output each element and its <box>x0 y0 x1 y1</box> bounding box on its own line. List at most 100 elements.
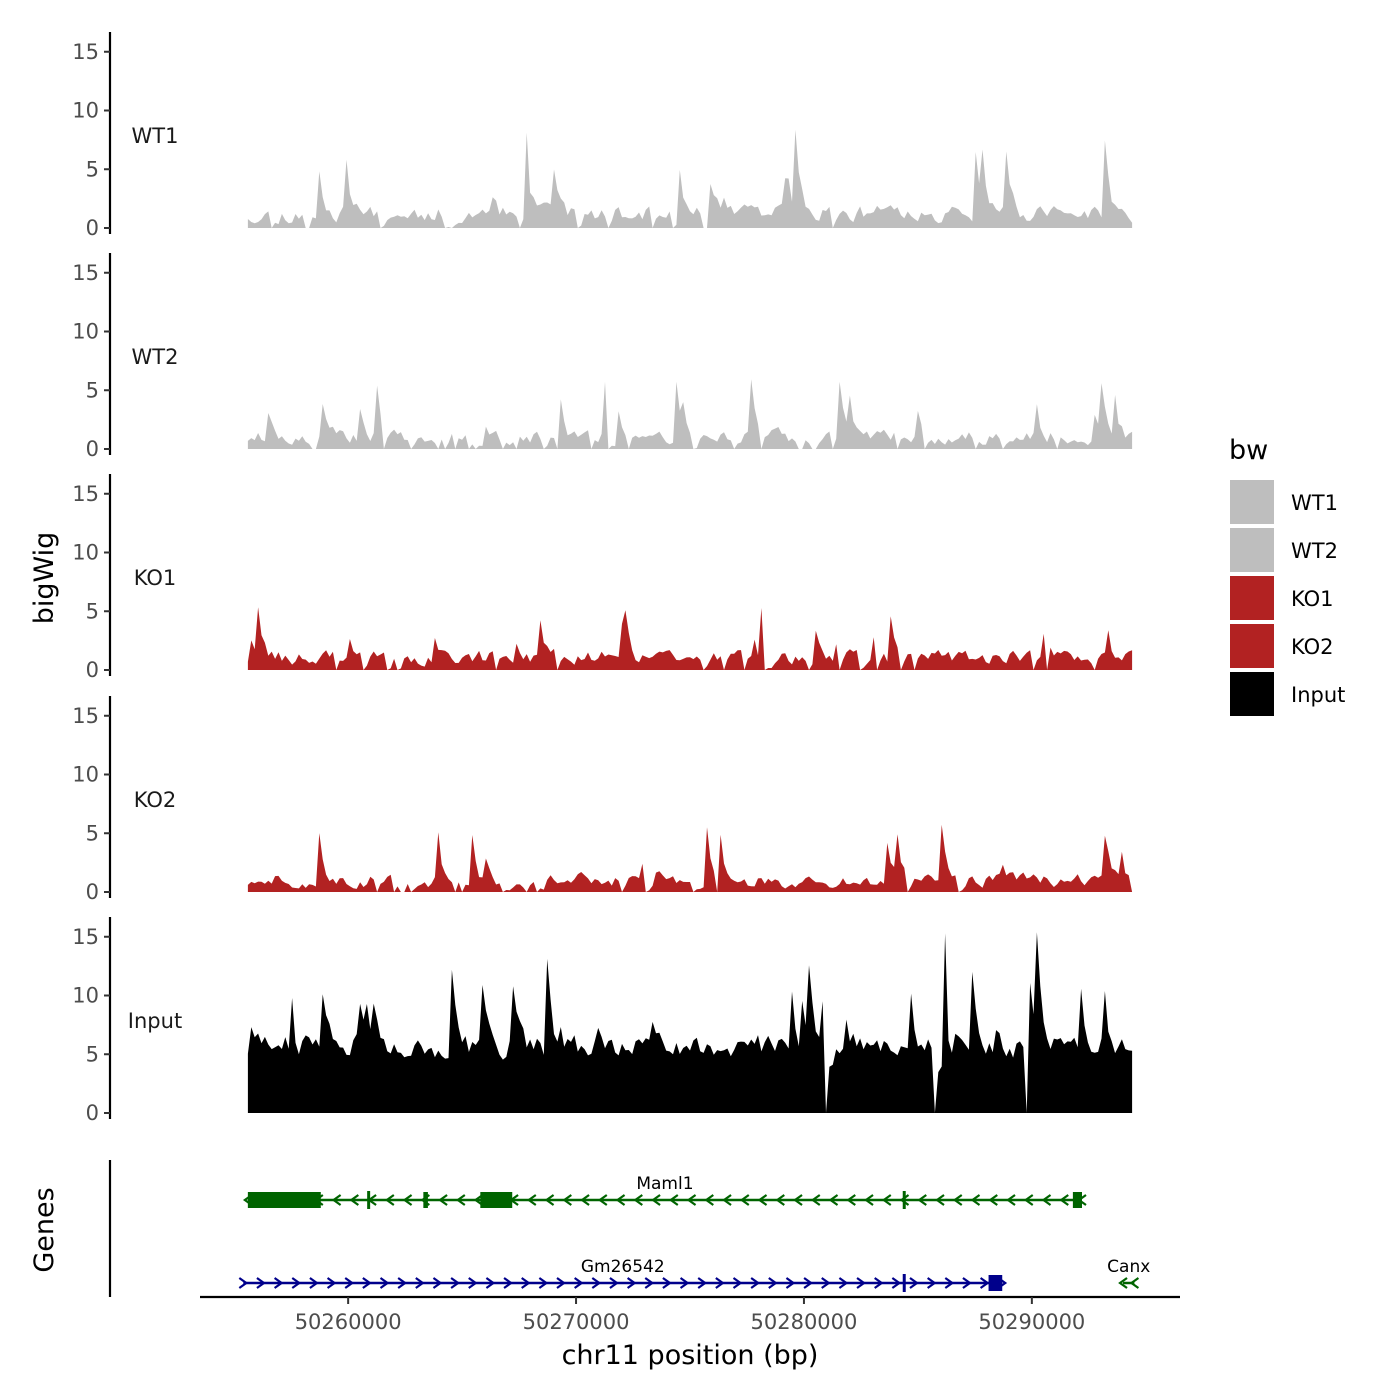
strand-arrow <box>846 1194 856 1206</box>
gene-maml1: Maml1 <box>242 1174 1087 1209</box>
y-tick-label: 0 <box>86 1101 99 1125</box>
strand-arrow <box>821 1277 831 1289</box>
exon <box>480 1192 513 1208</box>
strand-arrow <box>1129 1277 1140 1289</box>
strand-arrow <box>432 1277 443 1289</box>
y-tick-label: 10 <box>72 984 99 1008</box>
strand-arrow <box>485 1277 496 1289</box>
strand-arrow <box>331 1194 342 1206</box>
strand-arrow <box>633 1194 643 1206</box>
y-tick-label: 15 <box>72 482 99 506</box>
y-tick-label: 15 <box>72 704 99 728</box>
strand-arrow <box>626 1277 637 1289</box>
legend-label-wt1: WT1 <box>1291 491 1338 515</box>
strand-arrow <box>256 1277 266 1289</box>
exon <box>423 1192 428 1208</box>
strand-arrow <box>874 1277 884 1289</box>
legend-label-ko1: KO1 <box>1291 587 1334 611</box>
strand-arrow <box>538 1277 549 1289</box>
y-tick-label: 5 <box>86 821 99 845</box>
track-wt1: 0 5 10 15 WT1 <box>72 32 1133 240</box>
y-tick-label: 5 <box>86 599 99 623</box>
y-tick-label: 5 <box>86 1042 99 1066</box>
strand-arrow <box>574 1277 584 1289</box>
legend-key-ko1 <box>1230 576 1274 620</box>
signal-area-wt1 <box>247 129 1133 228</box>
strand-arrow <box>379 1277 390 1289</box>
legend-key-wt1 <box>1230 480 1274 524</box>
genes-axis-title: Genes <box>29 1187 60 1272</box>
strand-arrow <box>1041 1194 1052 1206</box>
gene-label-gm26542: Gm26542 <box>581 1257 665 1277</box>
strand-arrow <box>615 1194 626 1206</box>
strand-arrow <box>384 1194 395 1206</box>
x-tick-label: 50260000 <box>295 1310 402 1334</box>
y-tick-label: 0 <box>86 880 99 904</box>
strand-arrow <box>970 1194 981 1206</box>
legend-label-wt2: WT2 <box>1291 539 1338 563</box>
strand-arrow <box>679 1277 690 1289</box>
strand-arrow <box>881 1194 892 1206</box>
y-tick-label: 0 <box>86 437 99 461</box>
strand-arrow <box>785 1277 796 1289</box>
strand-arrow <box>810 1194 821 1206</box>
strand-arrow <box>544 1194 555 1206</box>
y-tick-label: 15 <box>72 925 99 949</box>
strand-arrow <box>651 1194 661 1206</box>
strand-arrow <box>864 1194 874 1206</box>
track-ko2: 0 5 10 15 KO2 <box>72 696 1133 904</box>
track-label-ko2: KO2 <box>134 788 177 812</box>
strand-arrow <box>455 1194 466 1206</box>
strand-arrow <box>644 1277 655 1289</box>
y-tick-label: 10 <box>72 320 99 344</box>
legend-title: bw <box>1229 435 1268 466</box>
y-tick-label: 0 <box>86 216 99 240</box>
strand-arrow <box>739 1194 750 1206</box>
strand-arrow <box>362 1277 372 1289</box>
strand-arrow <box>838 1277 849 1289</box>
y-tick-label: 0 <box>86 658 99 682</box>
strand-arrow <box>309 1277 319 1289</box>
track-input: 0 5 10 15 Input <box>72 917 1133 1125</box>
strand-arrow <box>891 1277 902 1289</box>
x-tick-label: 50290000 <box>978 1310 1085 1334</box>
strand-arrow <box>757 1194 768 1206</box>
y-tick-label: 15 <box>72 40 99 64</box>
signal-area-ko2 <box>247 824 1133 892</box>
strand-arrow <box>697 1277 708 1289</box>
strand-arrow <box>273 1277 284 1289</box>
strand-arrow <box>609 1277 619 1289</box>
signal-area-ko1 <box>247 607 1133 670</box>
strand-arrow <box>450 1277 460 1289</box>
strand-arrow <box>909 1277 919 1289</box>
track-label-ko1: KO1 <box>134 566 177 590</box>
x-axis: 50260000 50270000 50280000 50290000 <box>200 1295 1180 1334</box>
strand-arrow <box>580 1194 590 1206</box>
strand-arrow <box>468 1277 478 1289</box>
legend-label-input: Input <box>1291 683 1345 707</box>
y-tick-label: 10 <box>72 541 99 565</box>
strand-arrow <box>415 1277 425 1289</box>
x-axis-title: chr11 position (bp) <box>562 1340 819 1371</box>
strand-arrow <box>526 1194 537 1206</box>
strand-arrow <box>349 1194 359 1206</box>
strand-arrow <box>562 1194 572 1206</box>
gene-label-maml1: Maml1 <box>636 1174 693 1194</box>
strand-arrow <box>856 1277 866 1289</box>
strand-arrow <box>750 1277 761 1289</box>
gene-canx: Canx <box>1107 1257 1150 1289</box>
strand-arrow <box>775 1194 785 1206</box>
strand-arrow <box>988 1194 998 1206</box>
strand-arrow <box>438 1194 448 1206</box>
strand-arrow <box>962 1277 972 1289</box>
track-label-wt2: WT2 <box>132 345 179 369</box>
strand-arrow <box>722 1194 732 1206</box>
y-tick-label: 10 <box>72 763 99 787</box>
legend: bw WT1 WT2 KO1 KO2 Input <box>1229 435 1345 716</box>
strand-arrow <box>803 1277 813 1289</box>
track-ko1: 0 5 10 15 KO1 <box>72 474 1133 682</box>
strand-arrow <box>979 1277 990 1289</box>
strand-arrow <box>521 1277 531 1289</box>
y-tick-label: 10 <box>72 99 99 123</box>
track-label-wt1: WT1 <box>132 124 179 148</box>
